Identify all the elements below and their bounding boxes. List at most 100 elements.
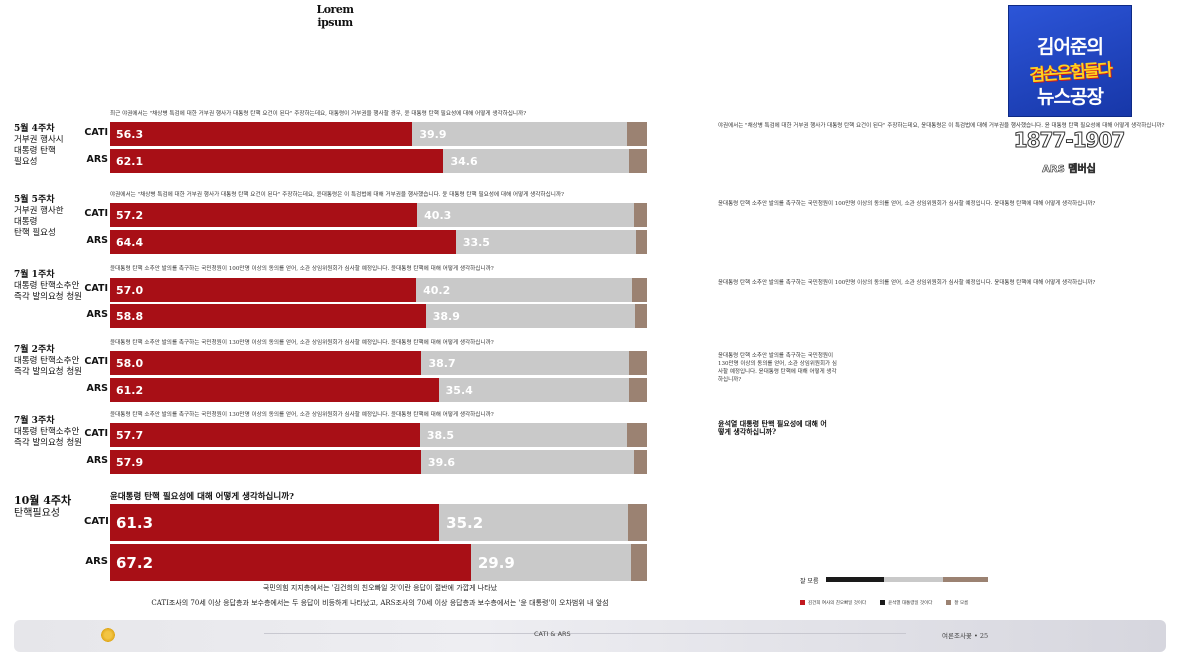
- section-question: 윤대통령 탄핵 소추안 발의를 촉구하는 국민청원이 100만명 이상의 동의를…: [110, 266, 494, 272]
- stacked-bar: 57.9 39.6: [110, 450, 647, 474]
- logo-line-3: 뉴스공장: [1037, 86, 1104, 108]
- bar-segment-unknown: [631, 544, 647, 581]
- bar-segment-no-need: [443, 149, 630, 173]
- data-label: 61.2: [116, 383, 144, 397]
- stacked-bar: 62.1 34.6: [110, 149, 647, 173]
- bar-segment-no-need: [439, 504, 629, 541]
- bar-segment-impeach: [110, 423, 420, 447]
- row-label: CATI: [84, 428, 108, 439]
- row-label: ARS: [86, 455, 108, 466]
- stacked-bar: 61.3 35.2: [110, 504, 647, 541]
- row-label: ARS: [86, 235, 108, 246]
- section-question: 최근 야권에서는 "채상병 특검에 대한 거부권 행사가 대통령 탄핵 요건이 …: [110, 111, 527, 117]
- mini-chart: 잘 모름 김건희 여사의 친오빠일 것이다 윤석열 대통령일 것이다 잘 모름: [800, 572, 1000, 612]
- data-label: 38.7: [428, 356, 456, 370]
- bar-segment-unknown: [626, 423, 647, 447]
- row-label: ARS: [86, 154, 108, 165]
- right-question-4: 윤대통령 탄핵 소추안 발의를 촉구하는 국민청원이 130만명 이상의 동의를…: [718, 353, 837, 383]
- page-title: Lorem ipsum: [316, 3, 354, 29]
- stacked-bar: 61.2 35.4: [110, 378, 647, 402]
- data-label: 57.9: [116, 455, 144, 469]
- right-question-1: 야권에서는 "채상병 특검에 대한 거부권 행사가 대통령 탄핵 요건이 된다"…: [718, 123, 1165, 129]
- bar-segment-unknown: [628, 504, 647, 541]
- stacked-bar: 64.4 33.5: [110, 230, 647, 254]
- mini-chart-legend: 김건희 여사의 친오빠일 것이다 윤석열 대통령일 것이다 잘 모름: [800, 600, 968, 606]
- data-label: 29.9: [477, 553, 515, 572]
- section-label: 10월 4주차 탄핵필요성: [14, 494, 72, 519]
- bar-segment-no-need: [412, 122, 627, 146]
- row-label: CATI: [84, 515, 109, 527]
- data-label: 39.6: [427, 455, 456, 469]
- ars-member-label: ARS 멤버십: [1042, 164, 1096, 176]
- bar-segment-no-need: [425, 304, 635, 328]
- data-label: 61.3: [116, 513, 154, 532]
- data-label: 56.3: [116, 127, 144, 141]
- stacked-bar: 57.0 40.2: [110, 278, 647, 302]
- years-overlay: 1877-1907: [1013, 128, 1126, 153]
- right-question-2: 윤대통령 탄핵 소추안 발의를 촉구하는 국민청원이 100만명 이상의 동의를…: [718, 201, 1096, 207]
- right-question-3: 윤대통령 탄핵 소추안 발의를 촉구하는 국민청원이 100만명 이상의 동의를…: [718, 280, 1096, 286]
- bar-segment-impeach: [110, 122, 413, 146]
- mini-legend-item: 윤석열 대통령일 것이다: [880, 600, 932, 606]
- bar-segment-no-need: [455, 230, 636, 254]
- bar-segment-no-need: [420, 450, 634, 474]
- channel-logo: 김어준의 겸손은힘들다 뉴스공장: [1008, 5, 1132, 117]
- mini-chart-label: 잘 모름: [800, 578, 819, 585]
- bar-segment-impeach: [110, 378, 439, 402]
- data-label: 64.4: [116, 235, 144, 249]
- section-label: 5월 5주차 거부권 행사한 대통령 탄핵 필요성: [14, 195, 64, 238]
- bar-segment-unknown: [635, 230, 647, 254]
- bar-segment-unknown: [631, 278, 647, 302]
- stacked-bar: 57.2 40.3: [110, 203, 647, 227]
- row-label: ARS: [86, 383, 108, 394]
- bar-segment-unknown: [633, 450, 647, 474]
- page-footer: CATI & ARS 여론조사꽃 • 25: [14, 620, 1166, 652]
- data-label: 57.2: [116, 208, 144, 222]
- stacked-bar: 57.7 38.5: [110, 423, 647, 447]
- data-label: 58.0: [116, 356, 144, 370]
- section-label: 7월 3주차 대통령 탄핵소추안 즉각 발의요청 청원: [14, 416, 82, 448]
- bar-segment-impeach: [110, 230, 456, 254]
- bar-segment-no-need: [470, 544, 632, 581]
- data-label: 40.3: [424, 208, 452, 222]
- bar-segment-impeach: [110, 304, 426, 328]
- data-label: 57.0: [116, 283, 144, 297]
- bar-segment-no-need: [417, 203, 634, 227]
- data-label: 62.1: [116, 154, 144, 168]
- section-question: 윤대통령 탄핵 소추안 발의를 촉구하는 국민청원이 130만명 이상의 동의를…: [110, 340, 494, 346]
- footnote-2: CATI조사의 70세 이상 응답층과 보수층에서는 두 응답이 비등하게 나타…: [151, 599, 609, 607]
- section-label: 7월 2주차 대통령 탄핵소추안 즉각 발의요청 청원: [14, 345, 82, 377]
- bar-segment-unknown: [634, 304, 647, 328]
- section-label: 5월 4주차 거부권 행사시 대통령 탄핵 필요성: [14, 124, 64, 167]
- footer-center-label: CATI & ARS: [534, 630, 571, 638]
- bar-segment-unknown: [633, 203, 647, 227]
- row-label: CATI: [84, 127, 108, 138]
- mini-legend-item: 잘 모름: [946, 600, 968, 606]
- bar-segment-impeach: [110, 450, 421, 474]
- footnote-1: 국민의힘 지지층에서는 '김건희의 친오빠일 것'이란 응답이 절반에 가깝게 …: [262, 584, 498, 592]
- row-label: ARS: [85, 555, 108, 567]
- bar-segment-impeach: [110, 351, 422, 375]
- data-label: 67.2: [116, 553, 154, 572]
- bar-segment-impeach: [110, 149, 444, 173]
- logo-line-1: 김어준의: [1037, 36, 1104, 58]
- data-label: 57.7: [116, 428, 144, 442]
- bar-segment-unknown: [626, 122, 647, 146]
- section-question: 윤대통령 탄핵 필요성에 대해 어떻게 생각하십니까?: [110, 492, 294, 502]
- bar-segment-impeach: [110, 278, 417, 302]
- bar-segment-unknown: [629, 149, 647, 173]
- row-label: CATI: [84, 283, 108, 294]
- footer-logo-icon: [100, 627, 116, 643]
- row-label: CATI: [84, 208, 108, 219]
- stacked-bar: 58.0 38.7: [110, 351, 647, 375]
- data-label: 38.9: [432, 309, 460, 323]
- data-label: 39.9: [419, 127, 447, 141]
- bar-segment-impeach: [110, 504, 440, 541]
- row-label: ARS: [86, 309, 108, 320]
- mini-legend-item: 김건희 여사의 친오빠일 것이다: [800, 600, 866, 606]
- footer-page-label: 여론조사꽃 • 25: [942, 632, 989, 640]
- section-question: 윤대통령 탄핵 소추안 발의를 촉구하는 국민청원이 130만명 이상의 동의를…: [110, 412, 494, 418]
- stacked-bar: 58.8 38.9: [110, 304, 647, 328]
- data-label: 35.4: [445, 383, 473, 397]
- data-label: 35.2: [446, 513, 484, 532]
